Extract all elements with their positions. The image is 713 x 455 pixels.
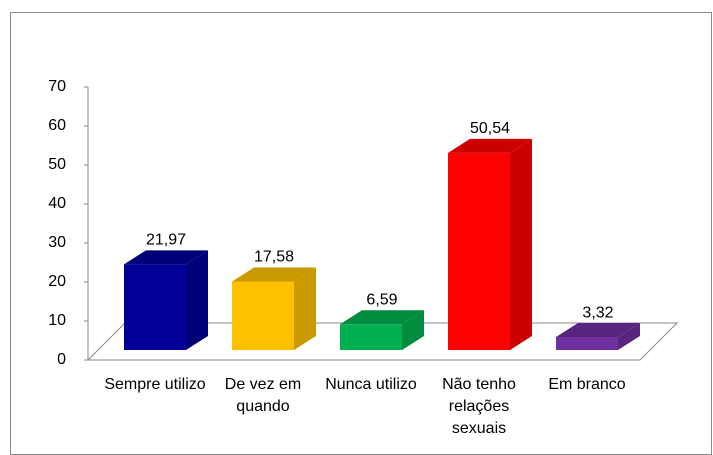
value-label: 17,58 <box>254 249 294 266</box>
value-label: 3,32 <box>582 304 613 321</box>
bar-front <box>448 152 510 350</box>
x-tick-label: Nunca utilizo <box>325 376 417 393</box>
bar-top <box>448 138 532 153</box>
bar-side <box>510 138 532 350</box>
bar-top <box>340 310 424 325</box>
value-label: 50,54 <box>470 120 510 137</box>
x-tick-label: Não tenho relações sexuais <box>442 376 516 437</box>
y-tick-label: 50 <box>48 156 66 173</box>
bar <box>448 138 532 350</box>
value-label: 6,59 <box>366 292 397 309</box>
y-tick-label: 0 <box>57 351 66 368</box>
bar-front <box>556 337 618 350</box>
value-label: 21,97 <box>146 232 186 249</box>
y-tick-label: 30 <box>48 234 66 251</box>
y-tick-label: 20 <box>48 273 66 290</box>
bar <box>232 267 316 350</box>
chart-border <box>10 12 712 455</box>
y-tick-label: 10 <box>48 312 66 329</box>
bar-side <box>294 267 316 350</box>
bar-top <box>232 267 316 282</box>
bar <box>556 323 640 350</box>
bar-top <box>556 323 640 338</box>
bar-side <box>618 323 640 350</box>
bar-front <box>124 264 186 350</box>
bar-top <box>124 250 208 265</box>
bar-side <box>402 310 424 350</box>
bar-front <box>232 281 294 350</box>
y-tick-label: 40 <box>48 195 66 212</box>
bar-front <box>340 324 402 350</box>
bar <box>340 310 424 350</box>
x-tick-label: Sempre utilizo <box>104 376 206 393</box>
y-tick-label: 60 <box>48 117 66 134</box>
x-tick-label: De vez em quando <box>224 376 302 415</box>
bar <box>124 250 208 350</box>
bar-side <box>186 250 208 350</box>
x-tick-label: Em branco <box>548 376 626 393</box>
y-tick-label: 70 <box>48 78 66 95</box>
